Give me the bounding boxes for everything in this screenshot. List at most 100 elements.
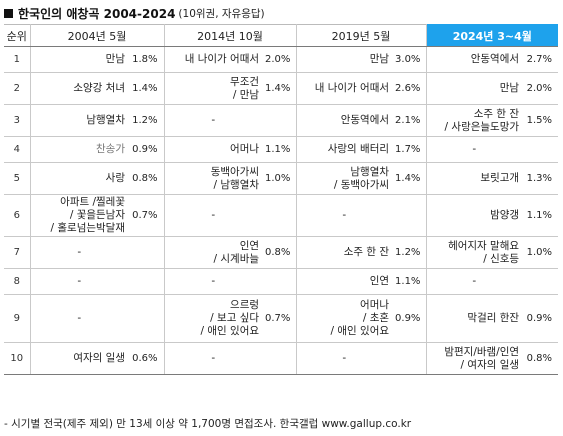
pct-cell-2024: 1.0% [522, 236, 559, 269]
table-row: 5 사랑 0.8% 동백아가씨 / 남행열차 1.0% 남행열차 / 동백아가씨 1.4% 보… [4, 162, 559, 195]
pct-cell-2024: 1.5% [522, 104, 559, 137]
song-cell-2019: 내 나이가 어때서 [296, 72, 393, 105]
song-cell-2024: 막걸리 한잔 [426, 294, 523, 343]
rank-cell: 3 [4, 104, 31, 137]
song-cell-2004: 여자의 일생 [30, 342, 128, 375]
song-cell-2019: 인연 [296, 268, 393, 295]
song-cell-2024: 소주 한 잔 / 사랑은늘도망가 [426, 104, 523, 137]
song-cell-2024: 밤편지/바램/인연 / 여자의 일생 [426, 342, 523, 375]
table-row: 3 남행열차 1.2% - 안동역에서 2.1% 소주 한 잔 / 사랑은늘도망가 1.5% [4, 104, 559, 137]
song-cell-2014: - [164, 342, 263, 375]
pct-cell-2019: 2.1% [392, 104, 427, 137]
song-cell-2014: 으르렁 / 보고 싶다 / 애인 있어요 [164, 294, 263, 343]
pct-cell-2019 [392, 342, 427, 375]
song-cell-2014: 내 나이가 어때서 [164, 46, 263, 73]
song-cell-2004: 찬송가 [30, 136, 128, 163]
header-2004: 2004년 5월 [30, 24, 165, 47]
pct-cell-2019: 1.4% [392, 162, 427, 195]
table-row: 4 찬송가 0.9% 어머나 1.1% 사랑의 배터리 1.7% - [4, 136, 559, 163]
pct-cell-2004: 1.8% [128, 46, 165, 73]
song-cell-2024: - [426, 136, 523, 163]
rank-cell: 7 [4, 236, 31, 269]
pct-cell-2004 [128, 268, 165, 295]
title-text: 한국인의 애창곡 2004-2024 [18, 6, 176, 21]
song-ranking-table: 순위 2004년 5월 2014년 10월 2019년 5월 2024년 3~4… [4, 24, 559, 375]
pct-cell-2004: 0.6% [128, 342, 165, 375]
rank-cell: 8 [4, 268, 31, 295]
song-cell-2004: 만남 [30, 46, 128, 73]
pct-cell-2019: 3.0% [392, 46, 427, 73]
pct-cell-2024: 0.9% [522, 294, 559, 343]
pct-cell-2004: 1.2% [128, 104, 165, 137]
footer-note: - 시기별 전국(제주 제외) 만 13세 이상 약 1,700명 면접조사. … [4, 418, 412, 430]
table-row: 1 만남 1.8% 내 나이가 어때서 2.0% 만남 3.0% 안동역에서 2.7% [4, 46, 559, 73]
song-cell-2004: - [30, 294, 128, 343]
rank-cell: 2 [4, 72, 31, 105]
song-cell-2019: - [296, 194, 393, 237]
pct-cell-2004: 0.7% [128, 194, 165, 237]
pct-cell-2019: 1.2% [392, 236, 427, 269]
pct-cell-2019: 2.6% [392, 72, 427, 105]
pct-cell-2014: 1.0% [262, 162, 297, 195]
pct-cell-2024 [522, 136, 559, 163]
rank-cell: 5 [4, 162, 31, 195]
song-cell-2004: 사랑 [30, 162, 128, 195]
pct-cell-2019: 1.7% [392, 136, 427, 163]
pct-cell-2024 [522, 268, 559, 295]
table-row: 6 아파트 /찔레꽃 / 꽃을든남자 / 홀로넘는박달재 0.7% - - 밤양갱 1.1% [4, 194, 559, 237]
pct-cell-2014 [262, 268, 297, 295]
song-cell-2014: - [164, 268, 263, 295]
song-cell-2004: 아파트 /찔레꽃 / 꽃을든남자 / 홀로넘는박달재 [30, 194, 128, 237]
rank-cell: 4 [4, 136, 31, 163]
pct-cell-2024: 2.7% [522, 46, 559, 73]
pct-cell-2014: 2.0% [262, 46, 297, 73]
song-cell-2014: 무조건 / 만남 [164, 72, 263, 105]
header-2024: 2024년 3~4월 [426, 24, 559, 47]
pct-cell-2014 [262, 194, 297, 237]
song-cell-2019: - [296, 342, 393, 375]
rank-cell: 6 [4, 194, 31, 237]
title-subtitle: (10위권, 자유응답) [178, 7, 265, 20]
song-cell-2014: 인연 / 시계바늘 [164, 236, 263, 269]
song-cell-2004: - [30, 268, 128, 295]
song-cell-2019: 어머나 / 초혼 / 애인 있어요 [296, 294, 393, 343]
song-cell-2024: 보릿고개 [426, 162, 523, 195]
song-cell-2014: 동백아가씨 / 남행열차 [164, 162, 263, 195]
table-row: 10 여자의 일생 0.6% - - 밤편지/바램/인연 / 여자의 일생 0.8% [4, 342, 559, 375]
pct-cell-2004 [128, 236, 165, 269]
song-cell-2014: 어머나 [164, 136, 263, 163]
pct-cell-2024: 1.3% [522, 162, 559, 195]
song-cell-2019: 만남 [296, 46, 393, 73]
song-cell-2024: 안동역에서 [426, 46, 523, 73]
pct-cell-2024: 2.0% [522, 72, 559, 105]
table-row: 9- 으르렁 / 보고 싶다 / 애인 있어요 0.7% 어머나 / 초혼 / 애인 … [4, 294, 559, 343]
header-rank: 순위 [4, 24, 31, 47]
pct-cell-2024: 0.8% [522, 342, 559, 375]
pct-cell-2004: 1.4% [128, 72, 165, 105]
pct-cell-2004: 0.8% [128, 162, 165, 195]
pct-cell-2014: 1.1% [262, 136, 297, 163]
song-cell-2024: 만남 [426, 72, 523, 105]
song-cell-2019: 남행열차 / 동백아가씨 [296, 162, 393, 195]
song-cell-2004: 남행열차 [30, 104, 128, 137]
pct-cell-2014: 0.8% [262, 236, 297, 269]
table-row: 8- - 인연 1.1% - [4, 268, 559, 295]
pct-cell-2014 [262, 342, 297, 375]
song-cell-2019: 안동역에서 [296, 104, 393, 137]
pct-cell-2014: 0.7% [262, 294, 297, 343]
song-cell-2019: 소주 한 잔 [296, 236, 393, 269]
pct-cell-2014 [262, 104, 297, 137]
song-cell-2004: - [30, 236, 128, 269]
song-cell-2014: - [164, 194, 263, 237]
song-cell-2024: 밤양갱 [426, 194, 523, 237]
song-cell-2019: 사랑의 배터리 [296, 136, 393, 163]
pct-cell-2014: 1.4% [262, 72, 297, 105]
song-cell-2014: - [164, 104, 263, 137]
square-bullet-icon [4, 8, 13, 18]
pct-cell-2019: 1.1% [392, 268, 427, 295]
rank-cell: 1 [4, 46, 31, 73]
header-row: 순위 2004년 5월 2014년 10월 2019년 5월 2024년 3~4… [4, 24, 559, 47]
pct-cell-2019 [392, 194, 427, 237]
pct-cell-2024: 1.1% [522, 194, 559, 237]
pct-cell-2004 [128, 294, 165, 343]
